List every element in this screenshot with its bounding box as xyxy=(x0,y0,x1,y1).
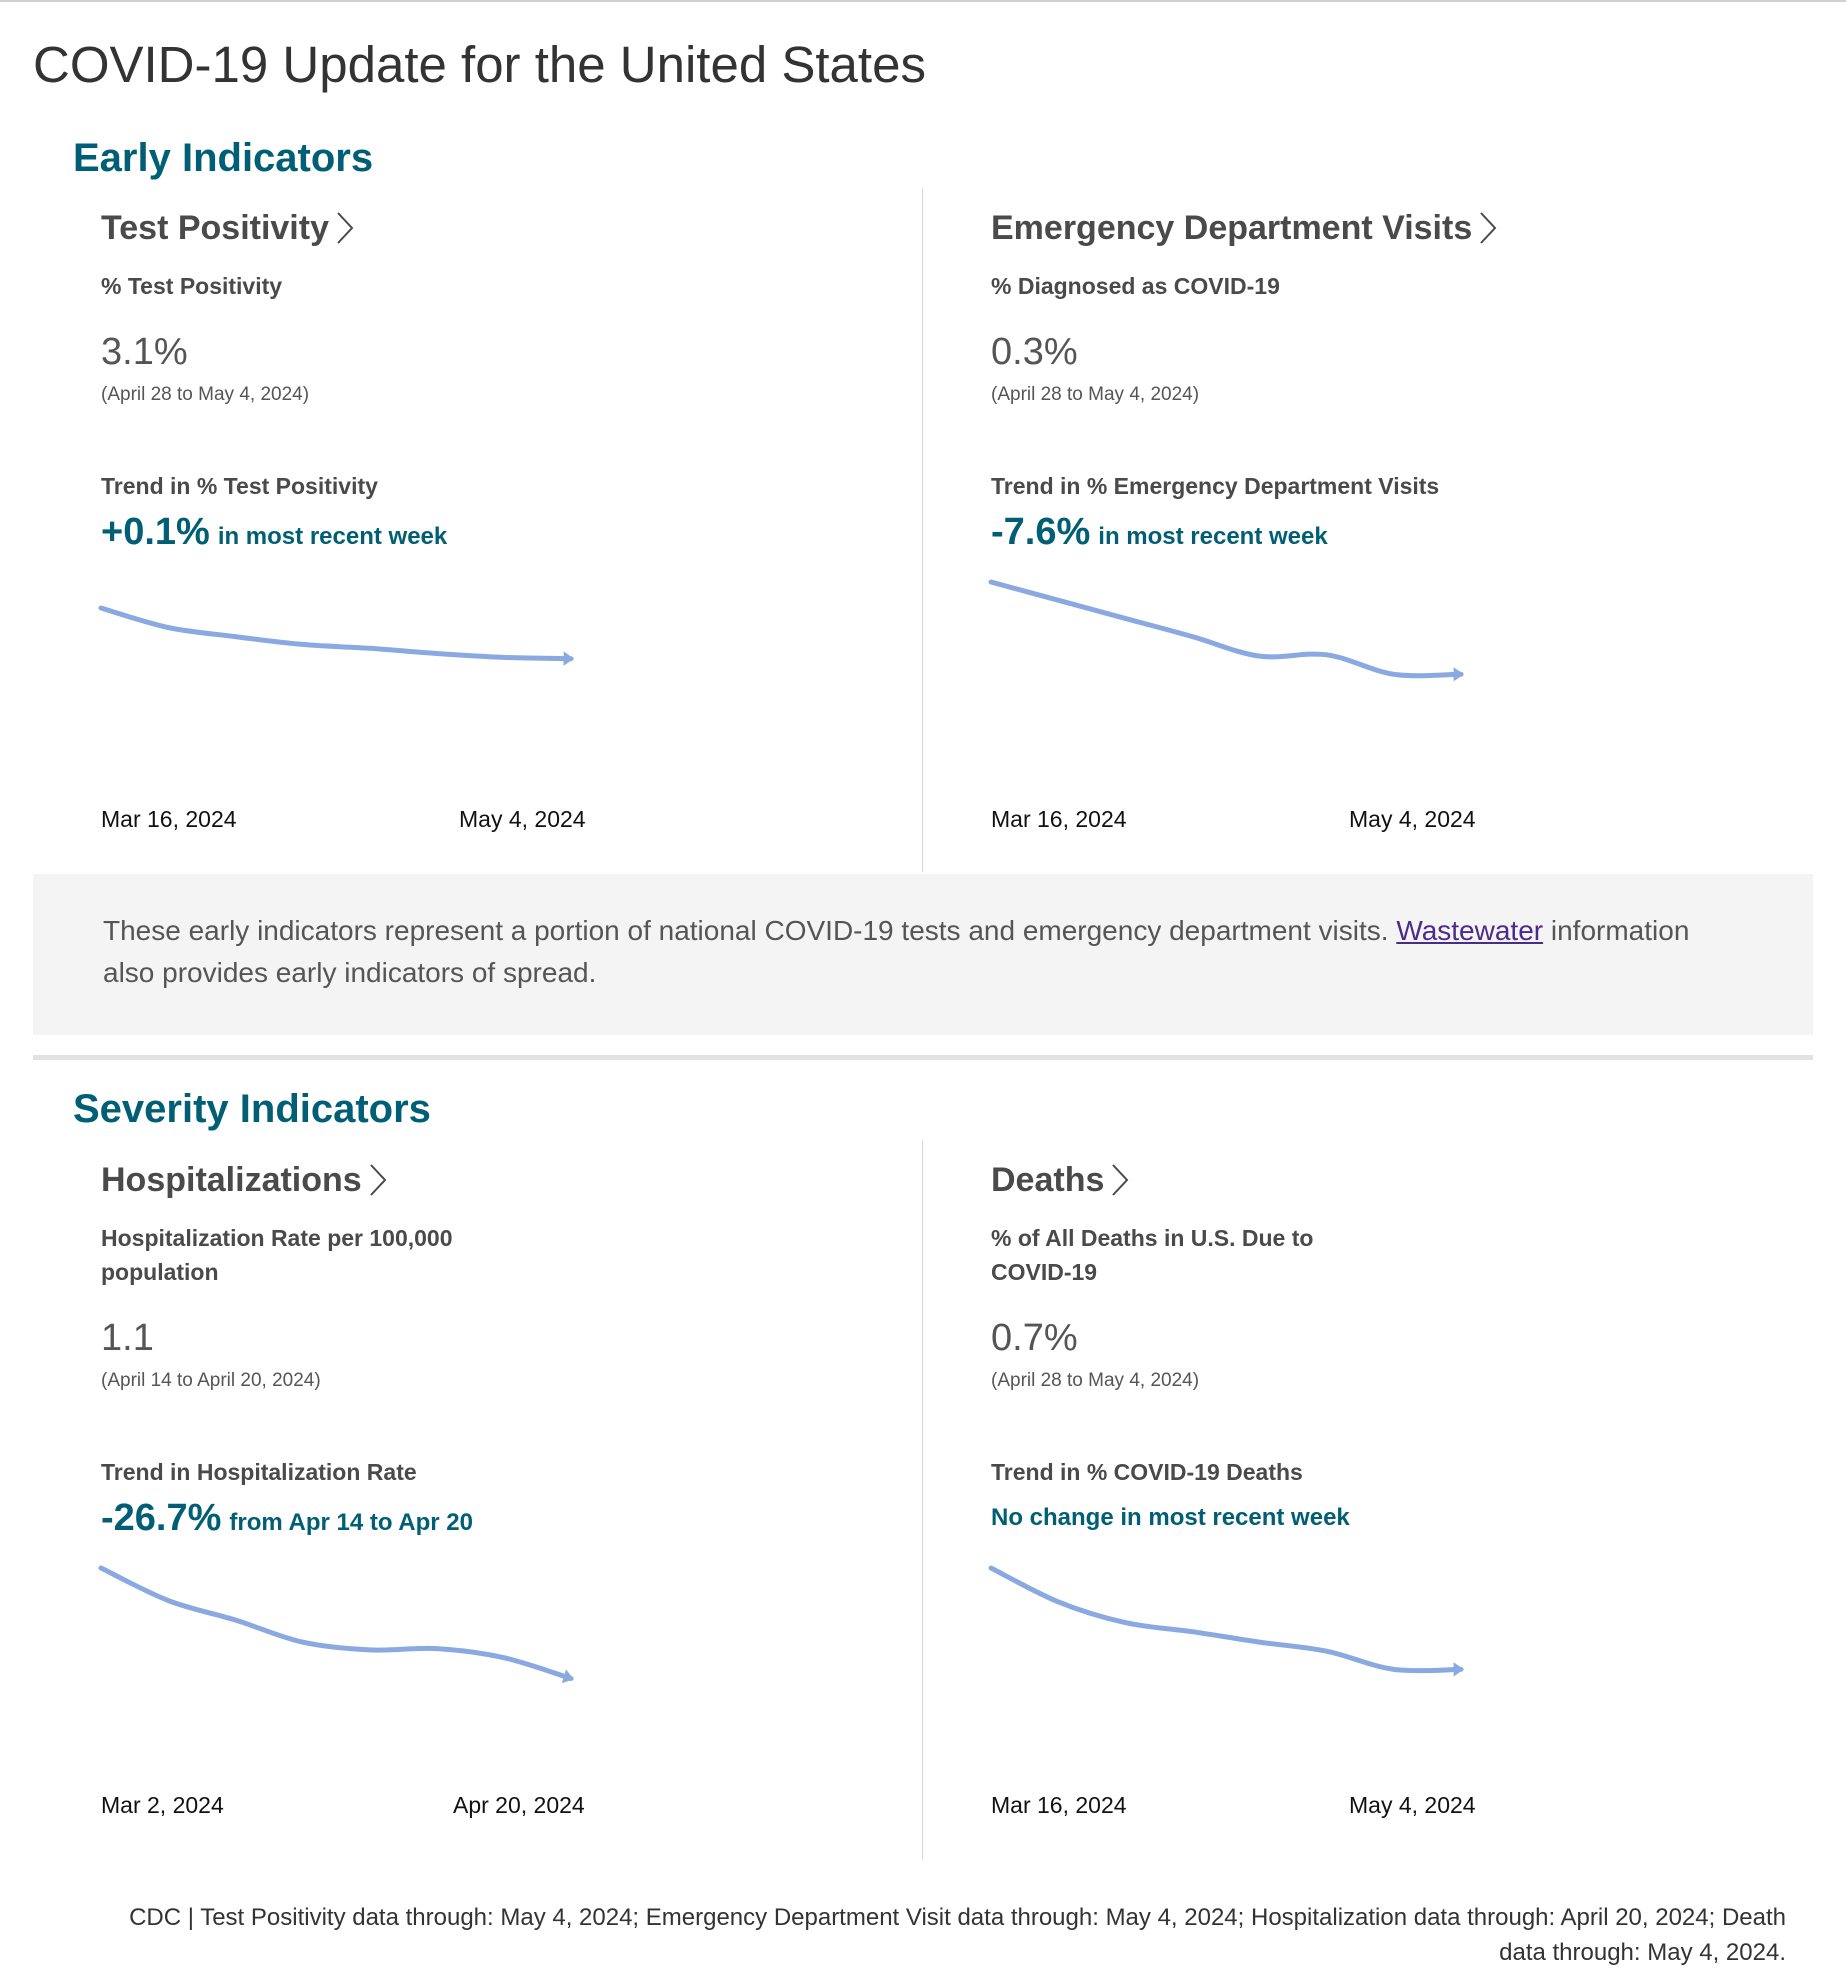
test-positivity-range: (April 28 to May 4, 2024) xyxy=(101,384,310,405)
hospitalizations-sparkline xyxy=(98,1565,574,1684)
data-source-footer: CDC | Test Positivity data through: May … xyxy=(129,1904,1786,1966)
hospitalizations-end-date: Apr 20, 2024 xyxy=(453,1792,585,1818)
ed-visits-trend-change: -7.6% xyxy=(991,511,1091,553)
hospitalizations-link[interactable]: Hospitalizations xyxy=(101,1159,388,1201)
test-positivity-panel: Test Positivity % Test Positivity 3.1% (… xyxy=(98,207,821,897)
deaths-sparkline xyxy=(988,1565,1464,1677)
ed-visits-sparkline xyxy=(988,579,1464,682)
deaths-range: (April 28 to May 4, 2024) xyxy=(991,1370,1200,1391)
sparkline-path xyxy=(988,579,1464,679)
sparkline-path xyxy=(98,605,574,662)
sparkline-end-marker xyxy=(561,1669,574,1684)
test-positivity-trend-change: +0.1% xyxy=(101,511,210,553)
deaths-metric-label: % of All Deaths in U.S. Due to COVID-19 xyxy=(991,1225,1314,1285)
column-divider xyxy=(922,188,923,872)
test-positivity-end-date: May 4, 2024 xyxy=(459,806,586,832)
test-positivity-sparkline xyxy=(98,605,574,666)
test-positivity-metric-label: % Test Positivity xyxy=(101,273,283,299)
deaths-value: 0.7% xyxy=(991,1317,1078,1359)
test-positivity-link[interactable]: Test Positivity xyxy=(101,207,355,249)
top-rule xyxy=(0,0,1846,2)
severity-indicators-heading: Severity Indicators xyxy=(73,1087,431,1131)
deaths-title: Deaths xyxy=(991,1161,1105,1199)
hospitalizations-trend-change: -26.7% xyxy=(101,1497,222,1539)
ed-visits-link[interactable]: Emergency Department Visits xyxy=(991,207,1498,249)
deaths-trend-label: Trend in % COVID-19 Deaths xyxy=(991,1459,1303,1485)
hospitalizations-trend-label: Trend in Hospitalization Rate xyxy=(101,1459,417,1485)
sparkline-end-marker xyxy=(563,651,574,666)
test-positivity-trend: +0.1% in most recent week xyxy=(101,509,447,563)
column-divider xyxy=(922,1140,923,1860)
deaths-trend: No change in most recent week xyxy=(991,1495,1350,1544)
test-positivity-trend-desc: in most recent week xyxy=(217,523,448,550)
hospitalizations-metric-label: Hospitalization Rate per 100,000 populat… xyxy=(101,1225,453,1285)
page-title: COVID-19 Update for the United States xyxy=(33,36,926,93)
ed-visits-value: 0.3% xyxy=(991,331,1078,373)
sparkline-end-marker xyxy=(1453,1662,1464,1677)
deaths-panel: Deaths % of All Deaths in U.S. Due to CO… xyxy=(988,1159,1711,1849)
deaths-start-date: Mar 16, 2024 xyxy=(991,1792,1127,1818)
hospitalizations-panel: Hospitalizations Hospitalization Rate pe… xyxy=(98,1159,821,1849)
deaths-link[interactable]: Deaths xyxy=(991,1159,1130,1201)
deaths-trend-desc: No change in most recent week xyxy=(991,1504,1350,1531)
chevron-right-icon xyxy=(1112,1164,1129,1196)
test-positivity-value: 3.1% xyxy=(101,331,188,373)
test-positivity-start-date: Mar 16, 2024 xyxy=(101,806,237,832)
early-indicators-note: These early indicators represent a porti… xyxy=(33,874,1813,1035)
chevron-right-icon xyxy=(369,1164,387,1196)
deaths-end-date: May 4, 2024 xyxy=(1349,1792,1476,1818)
ed-visits-trend-desc: in most recent week xyxy=(1098,523,1328,550)
hospitalizations-range: (April 14 to April 20, 2024) xyxy=(101,1370,321,1391)
hospitalizations-value: 1.1 xyxy=(101,1317,154,1359)
sparkline-path xyxy=(98,1565,574,1681)
hospitalizations-title: Hospitalizations xyxy=(101,1161,362,1199)
hospitalizations-trend-desc: from Apr 14 to Apr 20 xyxy=(229,1509,474,1536)
test-positivity-trend-label: Trend in % Test Positivity xyxy=(101,473,378,499)
note-text-before: These early indicators represent a porti… xyxy=(103,915,1389,946)
ed-visits-trend: -7.6% in most recent week xyxy=(991,509,1328,563)
early-indicators-heading: Early Indicators xyxy=(73,136,374,180)
sparkline-path xyxy=(988,1565,1464,1674)
ed-visits-start-date: Mar 16, 2024 xyxy=(991,806,1127,832)
note-text-after: information also provides early indicato… xyxy=(103,915,1690,988)
section-divider xyxy=(33,1055,1813,1060)
sparkline-end-marker xyxy=(1453,667,1464,682)
chevron-right-icon xyxy=(337,212,354,244)
hospitalizations-start-date: Mar 2, 2024 xyxy=(101,1792,224,1818)
ed-visits-metric-label: % Diagnosed as COVID-19 xyxy=(991,273,1280,299)
ed-visits-trend-label: Trend in % Emergency Department Visits xyxy=(991,473,1440,499)
note-text: These early indicators represent a porti… xyxy=(103,910,1743,994)
test-positivity-title: Test Positivity xyxy=(101,209,329,247)
hospitalizations-trend: -26.7% from Apr 14 to Apr 20 xyxy=(101,1495,473,1549)
ed-visits-end-date: May 4, 2024 xyxy=(1349,806,1476,832)
chevron-right-icon xyxy=(1480,212,1497,244)
ed-visits-panel: Emergency Department Visits % Diagnosed … xyxy=(988,207,1711,897)
wastewater-link[interactable]: Wastewater xyxy=(1396,915,1544,946)
ed-visits-range: (April 28 to May 4, 2024) xyxy=(991,384,1200,405)
ed-visits-title: Emergency Department Visits xyxy=(991,209,1473,247)
